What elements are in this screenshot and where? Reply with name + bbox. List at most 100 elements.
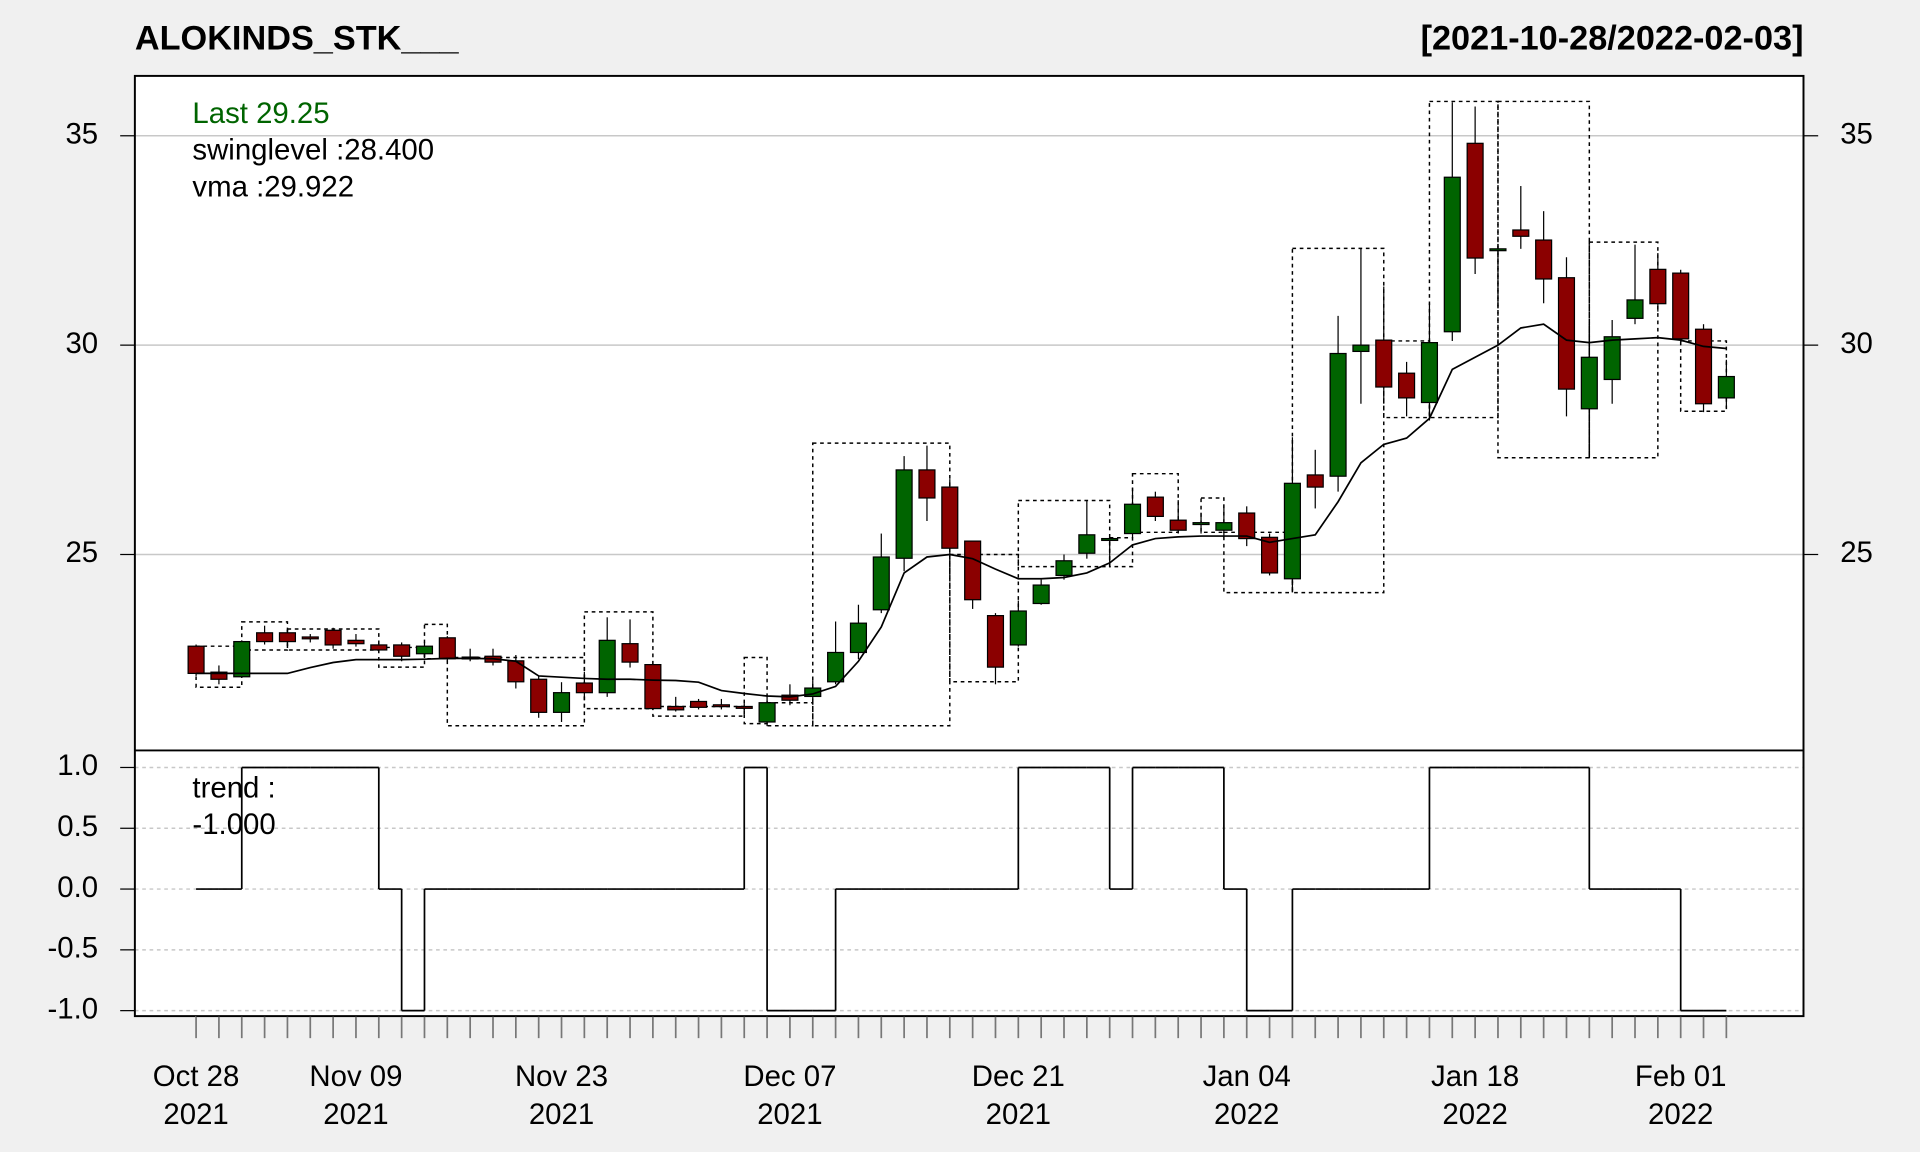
candle-body (530, 678, 548, 713)
candle-body (370, 644, 388, 651)
candle-body (1512, 229, 1530, 237)
candle-body (1603, 336, 1621, 381)
candle-body (689, 700, 708, 708)
x-tick-label: Dec 07 2021 (743, 1060, 837, 1132)
x-tick-label: Jan 18 2022 (1431, 1060, 1520, 1132)
x-tick-label-text: Nov 09 2021 (309, 1060, 403, 1132)
candle-body (712, 704, 730, 708)
candle-body (278, 632, 297, 643)
candle-body (872, 556, 890, 611)
candle-body (1649, 268, 1667, 305)
y-tick-label: -1.0 (48, 992, 99, 1025)
candle-body (621, 643, 639, 663)
x-tick-label: Oct 28 2021 (152, 1060, 240, 1132)
y-tick-label: 35 (65, 118, 98, 151)
candle-body (1146, 496, 1164, 518)
candle-body (1329, 352, 1347, 477)
candle-body (941, 486, 959, 549)
candle-body (438, 637, 456, 660)
candle-body (964, 540, 982, 601)
candle-body (575, 682, 593, 694)
candle-body (1580, 356, 1598, 410)
candle-body (1260, 536, 1279, 574)
legend-entry: swinglevel :28.400 (192, 134, 434, 167)
legend-entry: vma :29.922 (192, 170, 354, 203)
y2-tick-label: 30 (1840, 327, 1873, 360)
x-tick-label-text: Nov 23 2021 (514, 1060, 609, 1132)
candle-body (1443, 176, 1461, 333)
candle-body (210, 671, 228, 680)
candle-body (1694, 328, 1713, 405)
candle-body (1078, 534, 1096, 554)
candle-body (667, 705, 685, 711)
candle-body (1672, 272, 1690, 340)
candle-body (849, 622, 868, 654)
legend-entry: -1.000 (192, 808, 275, 841)
candle-body (301, 636, 319, 640)
swing-box (1497, 100, 1591, 459)
candle-body (598, 639, 616, 694)
swing-box (812, 442, 951, 727)
candle-body (233, 640, 251, 678)
candle-body (644, 664, 662, 710)
candle-body (1352, 344, 1370, 353)
swing-box (583, 611, 654, 710)
swing-box (1291, 247, 1385, 594)
candle-body (735, 705, 753, 709)
candle-body (1283, 482, 1301, 580)
candle-body (415, 645, 434, 655)
candle-body (393, 644, 411, 657)
y2-tick-label: 35 (1840, 118, 1873, 151)
candle-body (1557, 277, 1576, 390)
y-tick-label: 1.0 (57, 749, 98, 782)
candle-body (1535, 239, 1553, 280)
candle-body (1215, 522, 1233, 531)
x-tick-label: Feb 01 2022 (1634, 1060, 1727, 1132)
candle-body (758, 702, 776, 723)
x-tick-label-text: Jan 04 2022 (1202, 1060, 1291, 1132)
candle-body (1398, 372, 1416, 399)
candle-body (1375, 339, 1393, 388)
x-tick-label-text: Dec 21 2021 (971, 1060, 1065, 1132)
y-tick-label: 25 (65, 536, 98, 569)
x-tick-label: Jan 04 2022 (1202, 1060, 1291, 1132)
candle-body (918, 469, 936, 499)
candle-body (827, 651, 845, 683)
candle-body (986, 615, 1005, 668)
candle-body (1032, 584, 1050, 605)
y-tick-label: 0.0 (57, 871, 98, 904)
candle-body (1717, 375, 1735, 399)
candle-body (1055, 560, 1073, 577)
x-tick-label-text: Feb 01 2022 (1634, 1060, 1727, 1132)
x-tick-label-text: Dec 07 2021 (743, 1060, 837, 1132)
candle-body (1238, 512, 1256, 540)
y-tick-label: 0.5 (57, 810, 98, 843)
candle-body (347, 639, 365, 645)
candle-body (324, 629, 342, 646)
candle-body (1169, 519, 1187, 531)
candle-body (1123, 503, 1142, 535)
y-tick-label: 30 (65, 327, 98, 360)
candle-body (804, 687, 822, 698)
swing-box (949, 553, 1020, 683)
x-tick-label: Dec 21 2021 (971, 1060, 1065, 1132)
swing-box (1017, 499, 1111, 568)
candle-body (1420, 342, 1439, 404)
candle-body (1306, 474, 1324, 488)
candle-body (187, 645, 205, 675)
candle-body (1489, 248, 1507, 252)
x-tick-label: Nov 23 2021 (514, 1060, 609, 1132)
x-tick-label: Nov 09 2021 (309, 1060, 403, 1132)
vma-line (196, 323, 1727, 698)
legend-entry: Last 29.25 (192, 97, 329, 130)
chart-title: ALOKINDS_STK___ (135, 19, 460, 57)
candle-body (256, 632, 274, 643)
date-range: [2021-10-28/2022-02-03] (1421, 19, 1804, 57)
x-tick-label-text: Jan 18 2022 (1431, 1060, 1520, 1132)
x-tick-label-text: Oct 28 2021 (152, 1060, 240, 1132)
y2-tick-label: 25 (1840, 536, 1873, 569)
candle-body (1626, 299, 1644, 319)
candle-body (1192, 522, 1210, 526)
